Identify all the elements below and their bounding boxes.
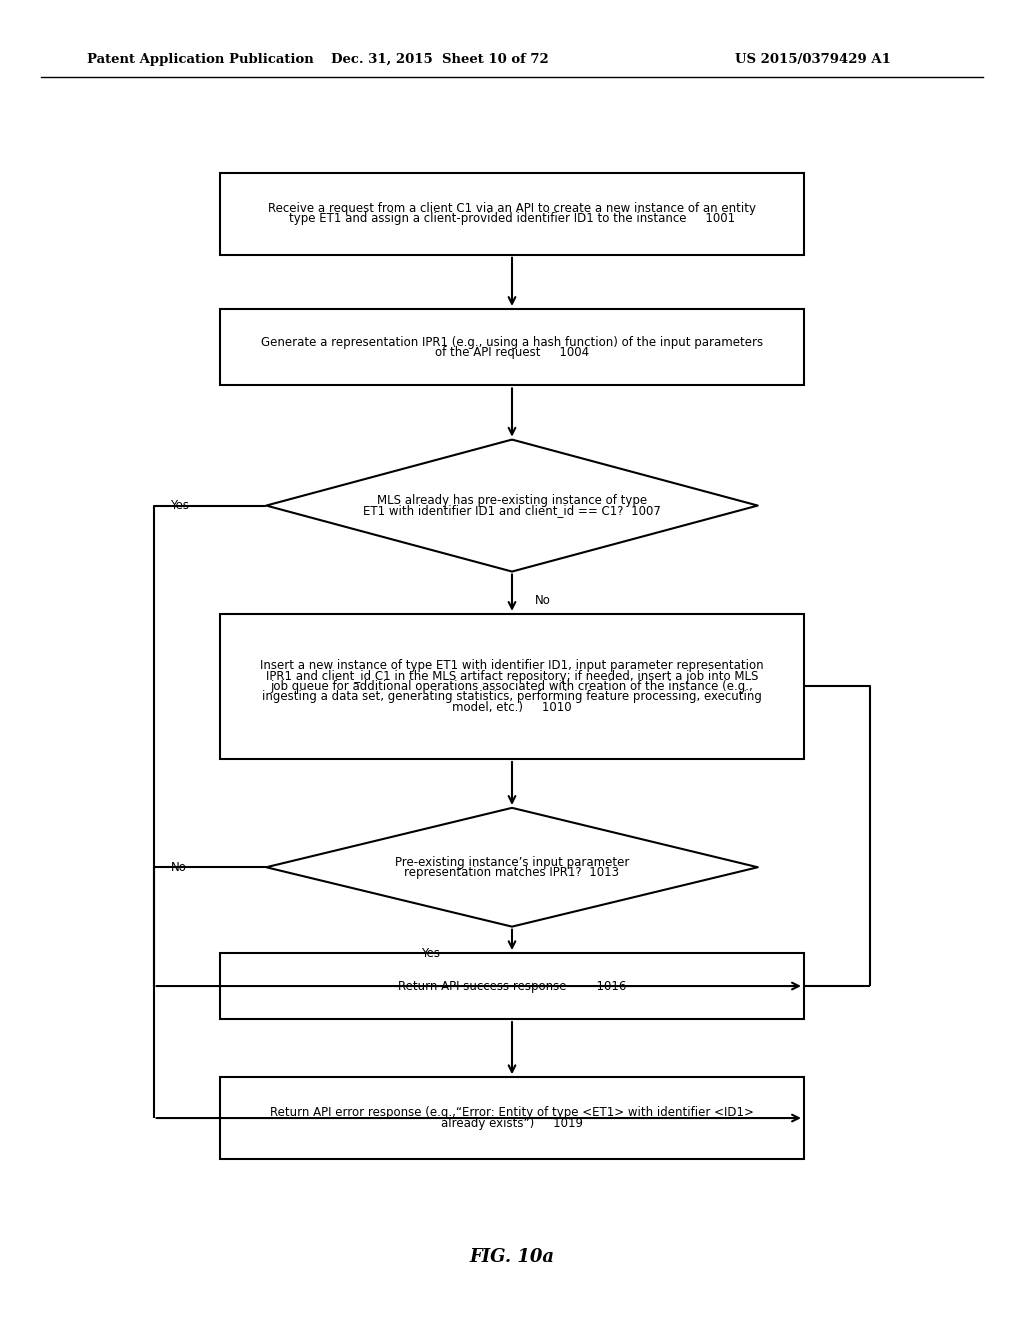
Polygon shape [266, 808, 758, 927]
Text: ET1 with identifier ID1 and client_id == C1?  1007: ET1 with identifier ID1 and client_id ==… [364, 504, 660, 517]
FancyBboxPatch shape [220, 173, 804, 255]
Text: representation matches IPR1?  1013: representation matches IPR1? 1013 [404, 866, 620, 879]
Text: ingesting a data set, generating statistics, performing feature processing, exec: ingesting a data set, generating statist… [262, 690, 762, 704]
Text: Yes: Yes [170, 499, 188, 512]
Text: of the API request     1004: of the API request 1004 [435, 346, 589, 359]
Text: Return API error response (e.g.,“Error: Entity of type <ET1> with identifier <ID: Return API error response (e.g.,“Error: … [270, 1106, 754, 1119]
Text: No: No [535, 594, 551, 607]
Polygon shape [266, 440, 758, 572]
Text: Dec. 31, 2015  Sheet 10 of 72: Dec. 31, 2015 Sheet 10 of 72 [332, 53, 549, 66]
Text: No: No [171, 861, 187, 874]
Text: FIG. 10a: FIG. 10a [469, 1247, 555, 1266]
Text: IPR1 and client_id C1 in the MLS artifact repository; if needed, insert a job in: IPR1 and client_id C1 in the MLS artifac… [266, 669, 758, 682]
Text: already exists”)     1019: already exists”) 1019 [441, 1117, 583, 1130]
Text: Insert a new instance of type ET1 with identifier ID1, input parameter represent: Insert a new instance of type ET1 with i… [260, 659, 764, 672]
FancyBboxPatch shape [220, 1077, 804, 1159]
Text: Receive a request from a client C1 via an API to create a new instance of an ent: Receive a request from a client C1 via a… [268, 202, 756, 215]
FancyBboxPatch shape [220, 614, 804, 759]
Text: US 2015/0379429 A1: US 2015/0379429 A1 [735, 53, 891, 66]
Text: type ET1 and assign a client-provided identifier ID1 to the instance     1001: type ET1 and assign a client-provided id… [289, 213, 735, 226]
Text: Return API success response        1016: Return API success response 1016 [397, 979, 627, 993]
Text: job queue for additional operations associated with creation of the instance (e.: job queue for additional operations asso… [270, 680, 754, 693]
FancyBboxPatch shape [220, 953, 804, 1019]
Text: Yes: Yes [421, 946, 439, 960]
Text: Generate a representation IPR1 (e.g., using a hash function) of the input parame: Generate a representation IPR1 (e.g., us… [261, 335, 763, 348]
Text: MLS already has pre-existing instance of type: MLS already has pre-existing instance of… [377, 494, 647, 507]
Text: Patent Application Publication: Patent Application Publication [87, 53, 313, 66]
Text: Pre-existing instance’s input parameter: Pre-existing instance’s input parameter [395, 855, 629, 869]
Text: model, etc.)     1010: model, etc.) 1010 [453, 701, 571, 714]
FancyBboxPatch shape [220, 309, 804, 385]
